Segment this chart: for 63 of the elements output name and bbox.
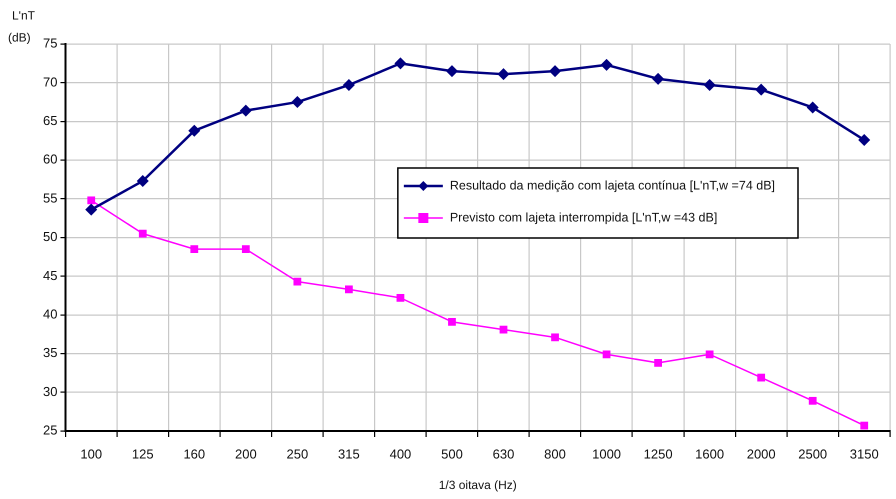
point bbox=[602, 350, 610, 358]
x-tick-label: 315 bbox=[338, 446, 360, 462]
point bbox=[704, 79, 716, 92]
point bbox=[500, 326, 508, 334]
x-tick-label: 400 bbox=[390, 446, 412, 462]
x-tick-label: 125 bbox=[132, 446, 154, 462]
y-tick-label: 30 bbox=[42, 384, 58, 399]
legend-label: Resultado da medição com lajeta contínua [L'nT,w =74 dB] bbox=[450, 178, 776, 192]
point bbox=[190, 245, 198, 253]
x-tick-label: 100 bbox=[80, 446, 102, 462]
point bbox=[654, 359, 662, 367]
point bbox=[136, 175, 149, 187]
point bbox=[87, 196, 96, 204]
point bbox=[757, 374, 766, 382]
y-tick-label: 35 bbox=[42, 345, 58, 360]
x-tick-label: 2500 bbox=[798, 446, 828, 462]
x-tick-label: 200 bbox=[234, 446, 257, 462]
point bbox=[600, 58, 613, 71]
point bbox=[446, 65, 458, 78]
y-tick-label: 65 bbox=[42, 112, 58, 128]
point bbox=[342, 79, 355, 92]
point bbox=[808, 396, 817, 405]
point bbox=[860, 422, 868, 430]
point bbox=[240, 104, 252, 117]
x-tick-label: 250 bbox=[286, 446, 308, 462]
point bbox=[138, 230, 147, 238]
point bbox=[448, 318, 456, 326]
y-axis-title: L'nT (dB) bbox=[8, 8, 36, 44]
point bbox=[706, 350, 714, 358]
x-tick-label: 1600 bbox=[695, 446, 724, 462]
point bbox=[858, 134, 870, 146]
point bbox=[291, 96, 304, 108]
point bbox=[497, 68, 510, 80]
point bbox=[549, 65, 562, 78]
y-tick-label: 40 bbox=[42, 306, 58, 322]
x-tick-label: 1000 bbox=[592, 446, 622, 462]
point bbox=[293, 278, 302, 286]
x-tick-label: 630 bbox=[492, 446, 514, 462]
point bbox=[242, 245, 250, 253]
y-tick-label: 25 bbox=[42, 422, 58, 438]
point bbox=[755, 84, 768, 96]
x-tick-label: 500 bbox=[441, 446, 463, 462]
point bbox=[345, 285, 353, 294]
x-tick-label: 2000 bbox=[746, 446, 776, 462]
point bbox=[85, 204, 98, 216]
y-tick-label: 45 bbox=[42, 268, 58, 283]
x-axis-title: 1/3 oitava (Hz) bbox=[438, 478, 517, 492]
y-tick-label: 50 bbox=[42, 229, 58, 244]
y-tick-label: 70 bbox=[42, 74, 58, 90]
x-tick-label: 1250 bbox=[644, 446, 673, 462]
y-tick-label: 55 bbox=[42, 190, 58, 206]
y-tick-label: 60 bbox=[42, 152, 58, 167]
point bbox=[188, 124, 200, 137]
point bbox=[652, 72, 664, 85]
x-tick-label: 3150 bbox=[850, 446, 879, 462]
point bbox=[396, 294, 404, 302]
x-tick-label: 160 bbox=[183, 446, 206, 462]
y-tick-label: 75 bbox=[42, 36, 58, 51]
legend-label: Previsto com lajeta interrompida [L'nT,w =43 dB] bbox=[450, 210, 718, 224]
point bbox=[806, 101, 819, 114]
x-tick-label: 800 bbox=[544, 446, 566, 462]
point bbox=[551, 333, 559, 342]
point bbox=[394, 57, 406, 70]
